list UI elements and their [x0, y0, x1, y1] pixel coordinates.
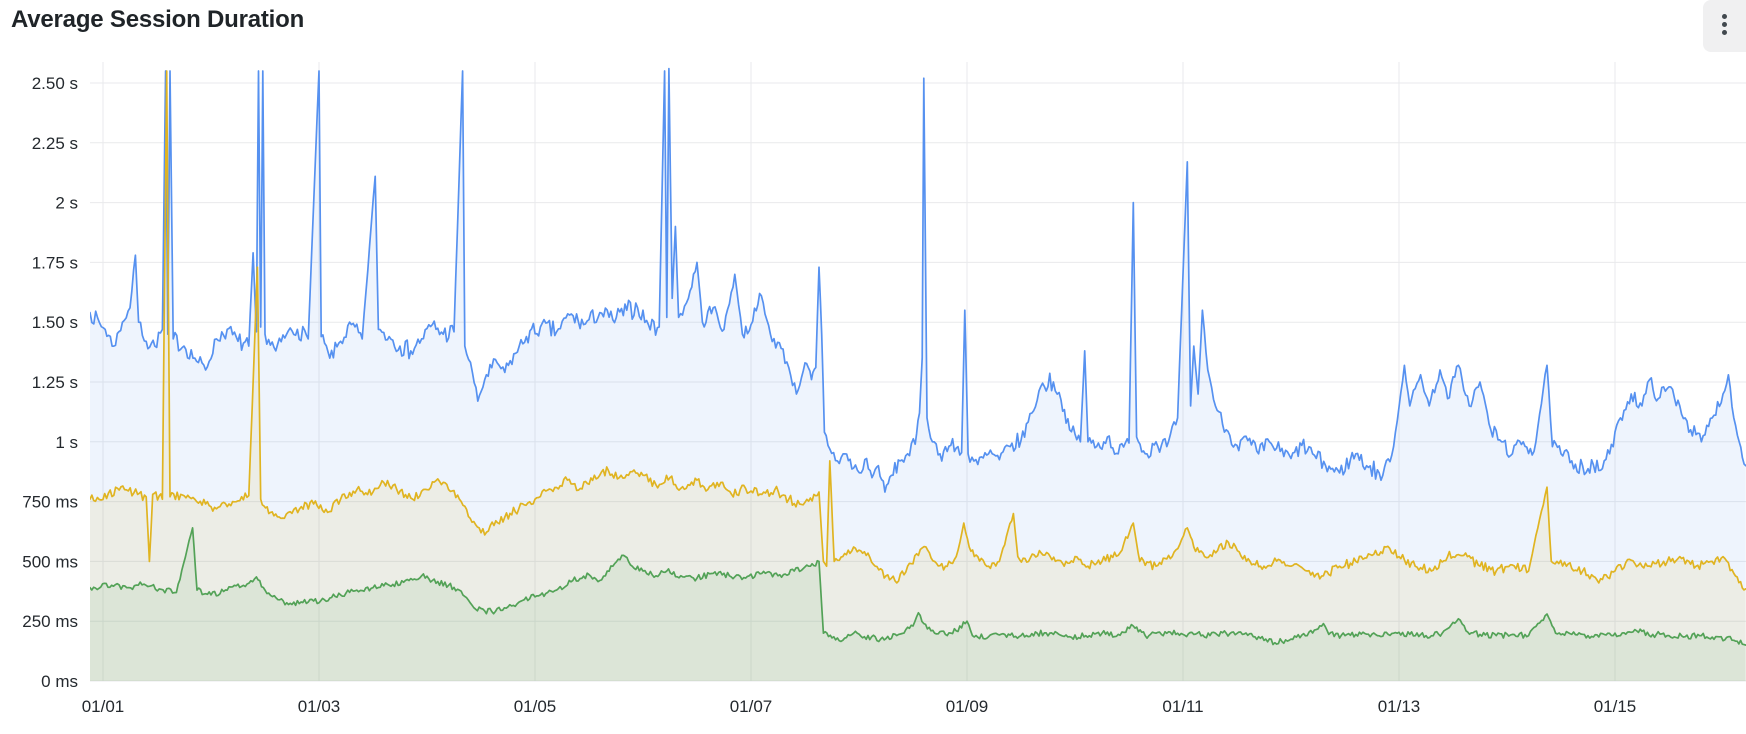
panel-title: Average Session Duration — [11, 6, 305, 33]
series-line-series-blue — [90, 67, 1746, 493]
x-tick-label: 01/05 — [514, 697, 557, 716]
y-tick-label: 0 ms — [41, 672, 78, 691]
x-tick-label: 01/15 — [1594, 697, 1637, 716]
panel-menu-button[interactable] — [1703, 0, 1746, 52]
y-tick-label: 750 ms — [22, 493, 78, 512]
y-tick-label: 2.50 s — [32, 74, 78, 93]
x-tick-label: 01/07 — [730, 697, 773, 716]
y-tick-label: 2.25 s — [32, 134, 78, 153]
x-tick-label: 01/11 — [1162, 697, 1203, 716]
y-tick-label: 1.50 s — [32, 313, 78, 332]
series-fill-series-blue — [90, 68, 1746, 681]
y-tick-label: 2 s — [55, 194, 78, 213]
x-tick-label: 01/13 — [1378, 697, 1421, 716]
series-line-series-yellow — [90, 70, 1746, 591]
series-line-series-green — [90, 527, 1746, 646]
x-tick-label: 01/01 — [82, 697, 125, 716]
x-tick-label: 01/09 — [946, 697, 989, 716]
plot-area[interactable] — [90, 67, 1746, 681]
kebab-vertical-icon — [1722, 14, 1727, 35]
y-tick-label: 1.75 s — [32, 253, 78, 272]
x-tick-label: 01/03 — [298, 697, 341, 716]
y-tick-label: 1 s — [55, 433, 78, 452]
y-tick-label: 1.25 s — [32, 373, 78, 392]
series-fill-series-green — [90, 527, 1746, 681]
y-tick-label: 250 ms — [22, 612, 78, 631]
y-tick-label: 500 ms — [22, 552, 78, 571]
series-fill-series-yellow — [90, 71, 1746, 681]
